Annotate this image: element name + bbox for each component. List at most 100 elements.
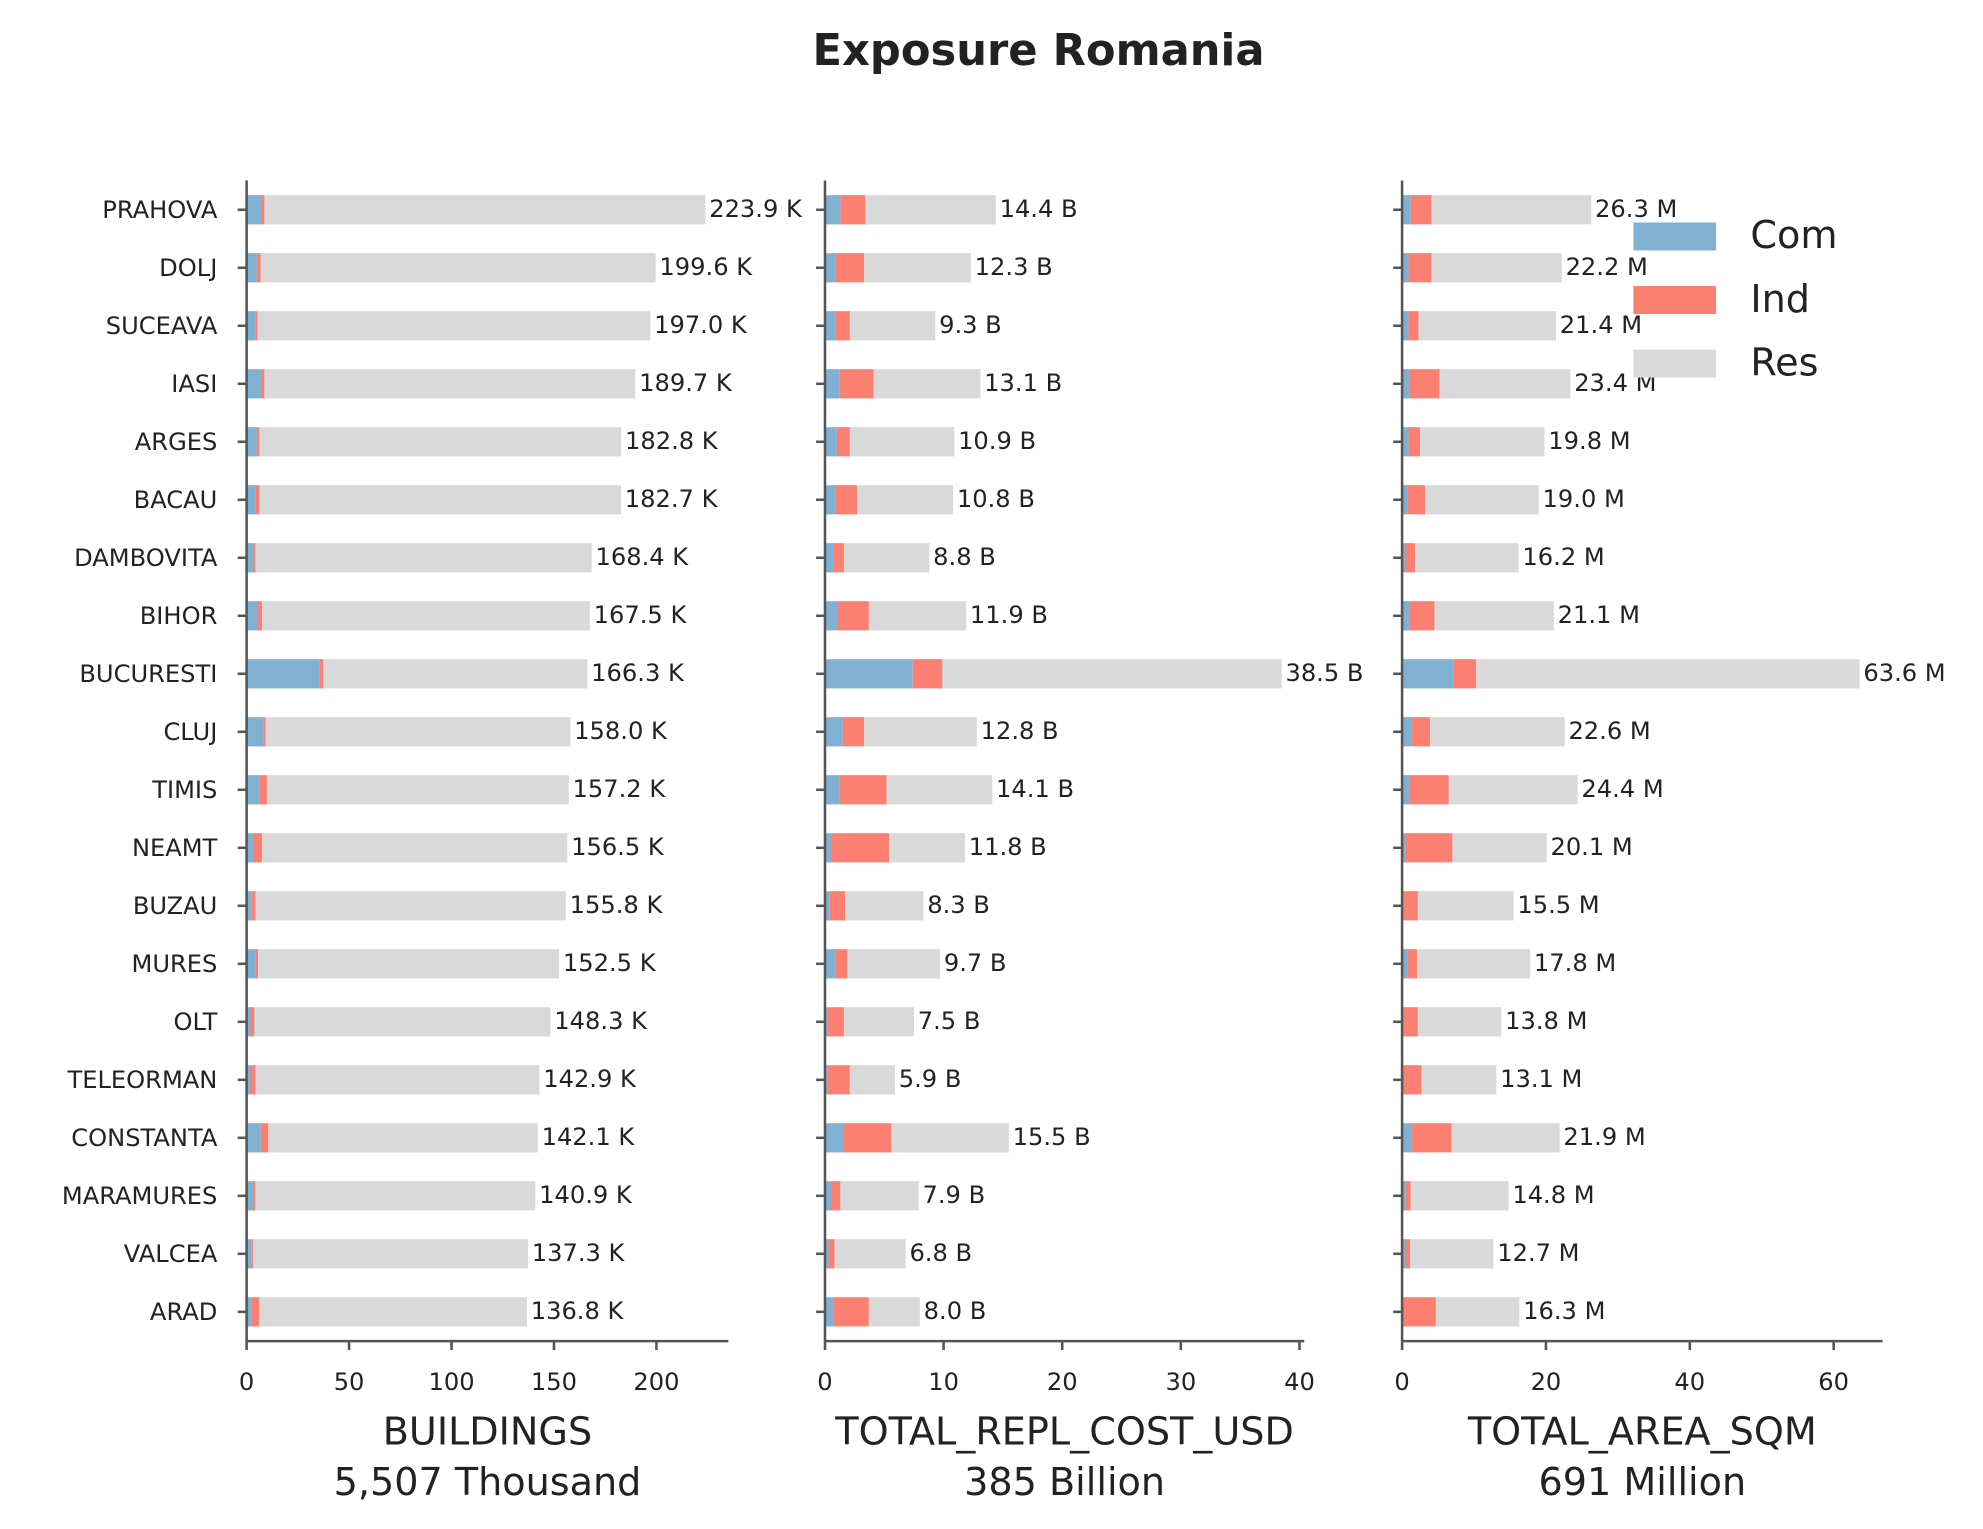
value-label: 21.9 M <box>1563 1123 1645 1151</box>
figure-title: Exposure Romania <box>813 26 1265 76</box>
value-label: 15.5 M <box>1517 891 1599 919</box>
x-tick-label: 150 <box>531 1368 577 1396</box>
bar-segment <box>1402 1181 1406 1211</box>
bar-segment <box>847 949 941 979</box>
bar-segment <box>1403 1065 1422 1095</box>
bar-segment <box>1420 427 1545 457</box>
x-axis-label: TOTAL_AREA_SQM <box>1467 1409 1817 1453</box>
bar-segment <box>246 1007 251 1037</box>
bar-segment <box>824 485 836 515</box>
y-tick-label: BACAU <box>134 486 218 514</box>
bar-segment <box>1402 1123 1413 1153</box>
value-label: 13.8 M <box>1505 1007 1587 1035</box>
y-tick-label: VALCEA <box>124 1240 218 1268</box>
value-label: 12.8 B <box>981 717 1059 745</box>
bar-segment <box>255 543 592 573</box>
y-tick-label: MARAMURES <box>62 1182 217 1210</box>
bar-segment <box>1402 833 1405 863</box>
bar-segment <box>1425 485 1539 515</box>
bar-segment <box>1434 601 1554 631</box>
y-tick-label: BUCURESTI <box>79 660 217 688</box>
bar-segment <box>246 195 262 225</box>
value-label: 10.9 B <box>958 427 1036 455</box>
bar-segment <box>246 1123 261 1153</box>
bar-segment <box>824 369 840 399</box>
bar-segment <box>246 1065 251 1095</box>
bar-segment <box>1409 1239 1494 1269</box>
bar-segment <box>1421 1065 1497 1095</box>
bar-segment <box>1430 717 1565 747</box>
bar-segment <box>842 717 865 747</box>
bar-segment <box>864 253 971 283</box>
bar-segment <box>261 195 265 225</box>
legend-label: Res <box>1750 340 1818 384</box>
y-tick-label: DOLJ <box>159 254 217 282</box>
bar-segment <box>835 253 865 283</box>
bar-segment <box>1403 891 1418 921</box>
bar-segment <box>1412 1123 1452 1153</box>
bar-segment <box>833 543 844 573</box>
bar-segment <box>246 253 257 283</box>
y-tick-label: DAMBOVITA <box>74 544 218 572</box>
bar-segment <box>259 775 267 805</box>
bar-segment <box>1409 601 1435 631</box>
bar-segment <box>873 369 981 399</box>
bar-segment <box>1404 1239 1410 1269</box>
value-label: 155.8 K <box>570 891 664 919</box>
bar-segment <box>1409 369 1440 399</box>
bar-segment <box>1402 195 1411 225</box>
bar-segment <box>1402 601 1410 631</box>
value-label: 21.1 M <box>1558 601 1640 629</box>
bar-segment <box>864 717 977 747</box>
bar-segment <box>264 195 706 225</box>
bar-segment <box>828 1239 835 1269</box>
bar-segment <box>839 775 887 805</box>
value-label: 5.9 B <box>899 1065 962 1093</box>
bar-segment <box>261 833 568 863</box>
bar-segment <box>246 369 262 399</box>
value-label: 17.8 M <box>1534 949 1616 977</box>
legend-label: Ind <box>1750 277 1810 321</box>
value-label: 7.5 B <box>918 1007 981 1035</box>
value-label: 182.7 K <box>625 485 719 513</box>
bar-segment <box>824 543 834 573</box>
value-label: 156.5 K <box>571 833 665 861</box>
bar-segment <box>824 195 841 225</box>
bar-segment <box>868 1297 920 1327</box>
bar-segment <box>1439 369 1571 399</box>
bar-segment <box>266 775 569 805</box>
bar-segment <box>1404 543 1416 573</box>
value-label: 13.1 B <box>984 369 1062 397</box>
bar-segment <box>246 1239 252 1269</box>
bar-segment <box>246 311 256 341</box>
bar-segment <box>849 427 955 457</box>
value-label: 223.9 K <box>709 195 803 223</box>
bar-segment <box>1408 311 1419 341</box>
bar-segment <box>1418 311 1557 341</box>
bar-segment <box>824 891 830 921</box>
bar-segment <box>824 1239 829 1269</box>
bar-segment <box>252 833 262 863</box>
value-label: 189.7 K <box>639 369 733 397</box>
value-label: 12.7 M <box>1497 1239 1579 1267</box>
bar-segment <box>246 949 256 979</box>
bar-segment <box>886 775 993 805</box>
value-label: 148.3 K <box>554 1007 648 1035</box>
value-label: 166.3 K <box>591 659 685 687</box>
value-label: 26.3 M <box>1595 195 1677 223</box>
value-label: 20.1 M <box>1550 833 1632 861</box>
value-label: 63.6 M <box>1863 659 1945 687</box>
bar-segment <box>868 601 967 631</box>
bar-segment <box>833 1297 869 1327</box>
bar-segment <box>830 833 890 863</box>
x-tick-label: 20 <box>1531 1368 1562 1396</box>
bar-segment <box>1402 369 1410 399</box>
bar-segment <box>840 1181 919 1211</box>
bar-segment <box>835 311 850 341</box>
bar-segment <box>250 1065 256 1095</box>
value-label: 14.8 M <box>1512 1181 1594 1209</box>
bar-segment <box>1431 253 1562 283</box>
bar-segment <box>1476 659 1860 689</box>
bar-segment <box>255 949 259 979</box>
